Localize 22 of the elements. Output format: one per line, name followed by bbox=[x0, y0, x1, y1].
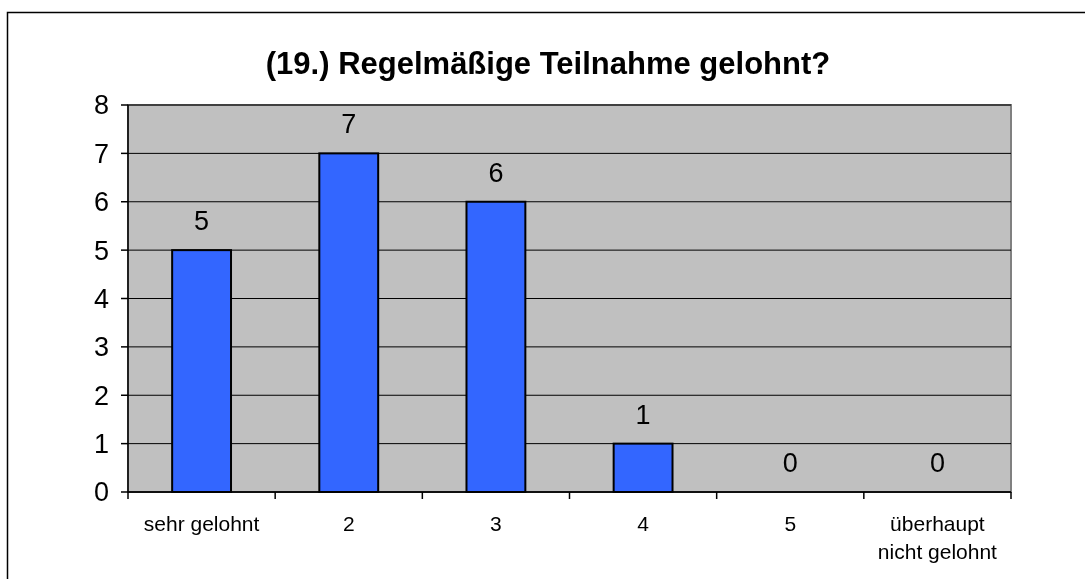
x-tick-label: 5 bbox=[784, 512, 797, 535]
data-label: 6 bbox=[488, 157, 504, 188]
y-tick-label: 5 bbox=[93, 235, 109, 266]
chart-title: (19.) Regelmäßige Teilnahme gelohnt? bbox=[265, 46, 831, 81]
y-tick-label: 7 bbox=[93, 138, 109, 169]
x-tick-label: 4 bbox=[637, 512, 650, 535]
x-tick-label: überhaupt nicht gelohnt bbox=[877, 512, 998, 563]
y-tick-label: 6 bbox=[93, 187, 109, 218]
x-tick-label: 3 bbox=[490, 512, 502, 535]
y-tick-label: 4 bbox=[93, 283, 109, 314]
data-label: 5 bbox=[194, 206, 210, 237]
y-tick-label: 1 bbox=[93, 429, 109, 460]
x-tick-label: 2 bbox=[342, 512, 355, 535]
data-label: 7 bbox=[341, 109, 357, 140]
y-tick-label: 8 bbox=[93, 90, 109, 121]
y-tick-label: 3 bbox=[93, 332, 109, 363]
data-label: 0 bbox=[782, 448, 798, 478]
x-tick-label: sehr gelohnt bbox=[143, 512, 260, 535]
y-tick-label: 0 bbox=[93, 477, 109, 508]
data-label: 1 bbox=[635, 399, 651, 430]
data-label: 0 bbox=[929, 448, 945, 478]
y-tick-label: 2 bbox=[93, 380, 109, 411]
